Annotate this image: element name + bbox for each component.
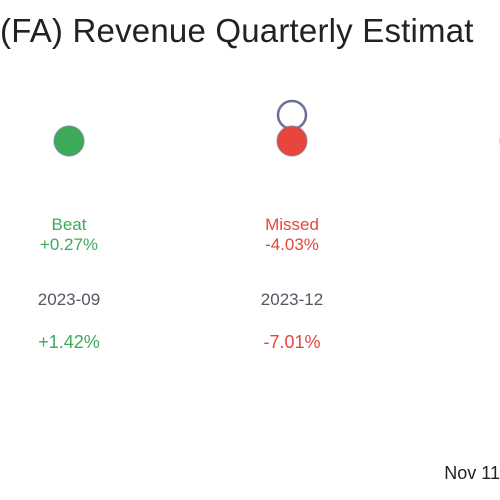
period-label: 2023-09 bbox=[37, 290, 101, 309]
quarter-column: Missed -4.03% 2023-12 -7.01% bbox=[222, 0, 362, 400]
quarter-dots bbox=[276, 99, 308, 157]
footer-date: Nov 11 bbox=[444, 463, 500, 483]
price-move: +1.42% bbox=[38, 332, 100, 352]
status-label: Missed bbox=[265, 215, 319, 234]
actual-point bbox=[53, 125, 85, 157]
surprise-percent: -0 bbox=[445, 236, 500, 254]
estimate-point bbox=[276, 99, 308, 131]
price-move: +0 bbox=[445, 333, 500, 351]
status-label: M bbox=[445, 216, 500, 234]
surprise-percent: -4.03% bbox=[265, 235, 319, 254]
quarter-column: M -0 20 +0 bbox=[445, 0, 500, 400]
quarter-column: Beat +0.27% 2023-09 +1.42% bbox=[0, 0, 139, 400]
actual-point bbox=[276, 125, 308, 157]
surprise-percent: +0.27% bbox=[39, 235, 99, 254]
status-label: Beat bbox=[51, 215, 87, 234]
chart-title: (FA) Revenue Quarterly Estimat bbox=[0, 12, 474, 49]
period-label: 20 bbox=[445, 291, 500, 309]
price-move: -7.01% bbox=[263, 332, 321, 352]
period-label: 2023-12 bbox=[260, 290, 324, 309]
quarter-dots bbox=[53, 125, 85, 157]
quarter-dots bbox=[499, 136, 500, 146]
